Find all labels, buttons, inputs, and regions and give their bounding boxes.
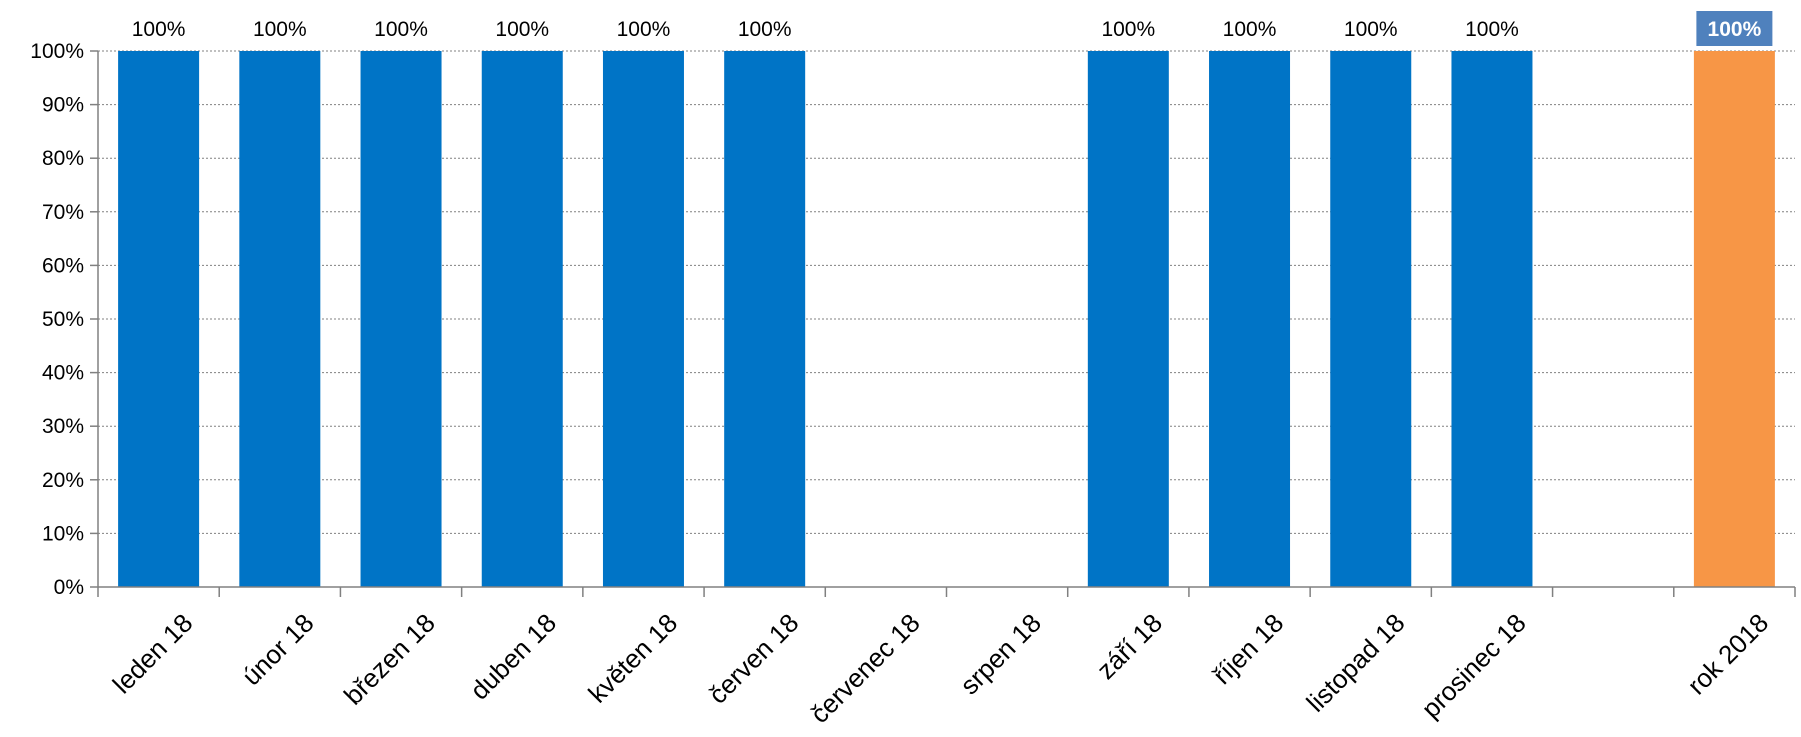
bar — [118, 51, 200, 587]
data-label: 100% — [1465, 18, 1519, 41]
gridlines — [98, 50, 1795, 534]
y-tick-label: 0% — [54, 576, 84, 599]
y-tick-label: 100% — [30, 40, 84, 63]
category-label: červenec 18 — [804, 608, 925, 729]
data-label: 100% — [253, 18, 307, 41]
data-label: 100% — [495, 18, 549, 41]
category-label: listopad 18 — [1300, 608, 1410, 718]
y-axis-ticks: 0% 10% 20% 30% 40% 50% 60% 70% 80% 90% 100% — [30, 40, 98, 599]
y-tick-label: 70% — [42, 201, 84, 224]
data-label-box — [1696, 11, 1773, 46]
bar — [239, 51, 321, 587]
category-label: srpen 18 — [954, 608, 1047, 701]
category-label: leden 18 — [107, 608, 199, 700]
bar — [1451, 51, 1533, 587]
data-labels: 100% 100% 100% 100% 100% 100% 100% 100% 100% 100%… — [132, 11, 1773, 46]
category-label: prosinec 18 — [1416, 608, 1532, 724]
y-tick-label: 80% — [42, 147, 84, 170]
bar-annual — [1693, 51, 1775, 587]
y-tick-label: 60% — [42, 254, 84, 277]
bar — [1330, 51, 1412, 587]
category-label: říjen 18 — [1207, 608, 1290, 691]
data-label: 100% — [1223, 18, 1277, 41]
category-label: únor 18 — [236, 608, 320, 692]
y-tick-label: 90% — [42, 94, 84, 117]
category-label: květen 18 — [582, 608, 683, 709]
data-label: 100% — [374, 18, 428, 41]
bar — [1209, 51, 1291, 587]
y-tick-label: 40% — [42, 362, 84, 385]
bar — [481, 51, 563, 587]
category-label: červen 18 — [703, 608, 805, 710]
bars — [118, 51, 1775, 587]
category-label: březen 18 — [338, 608, 441, 711]
category-label: rok 2018 — [1681, 608, 1774, 701]
y-tick-label: 10% — [42, 522, 84, 545]
bar — [1087, 51, 1169, 587]
category-label: duben 18 — [464, 608, 562, 706]
bar — [602, 51, 684, 587]
data-label: 100% — [617, 18, 671, 41]
bar — [360, 51, 442, 587]
y-tick-label: 20% — [42, 469, 84, 492]
data-label: 100% — [1344, 18, 1398, 41]
data-label: 100% — [1708, 18, 1762, 41]
bar — [724, 51, 806, 587]
y-tick-label: 50% — [42, 308, 84, 331]
data-label: 100% — [132, 18, 186, 41]
y-tick-label: 30% — [42, 415, 84, 438]
data-label: 100% — [738, 18, 792, 41]
category-label: září 18 — [1091, 608, 1168, 685]
x-axis-ticks — [97, 587, 1796, 597]
category-labels: leden 18 únor 18 březen 18 duben 18 květen 1… — [107, 608, 1775, 729]
data-label: 100% — [1101, 18, 1155, 41]
